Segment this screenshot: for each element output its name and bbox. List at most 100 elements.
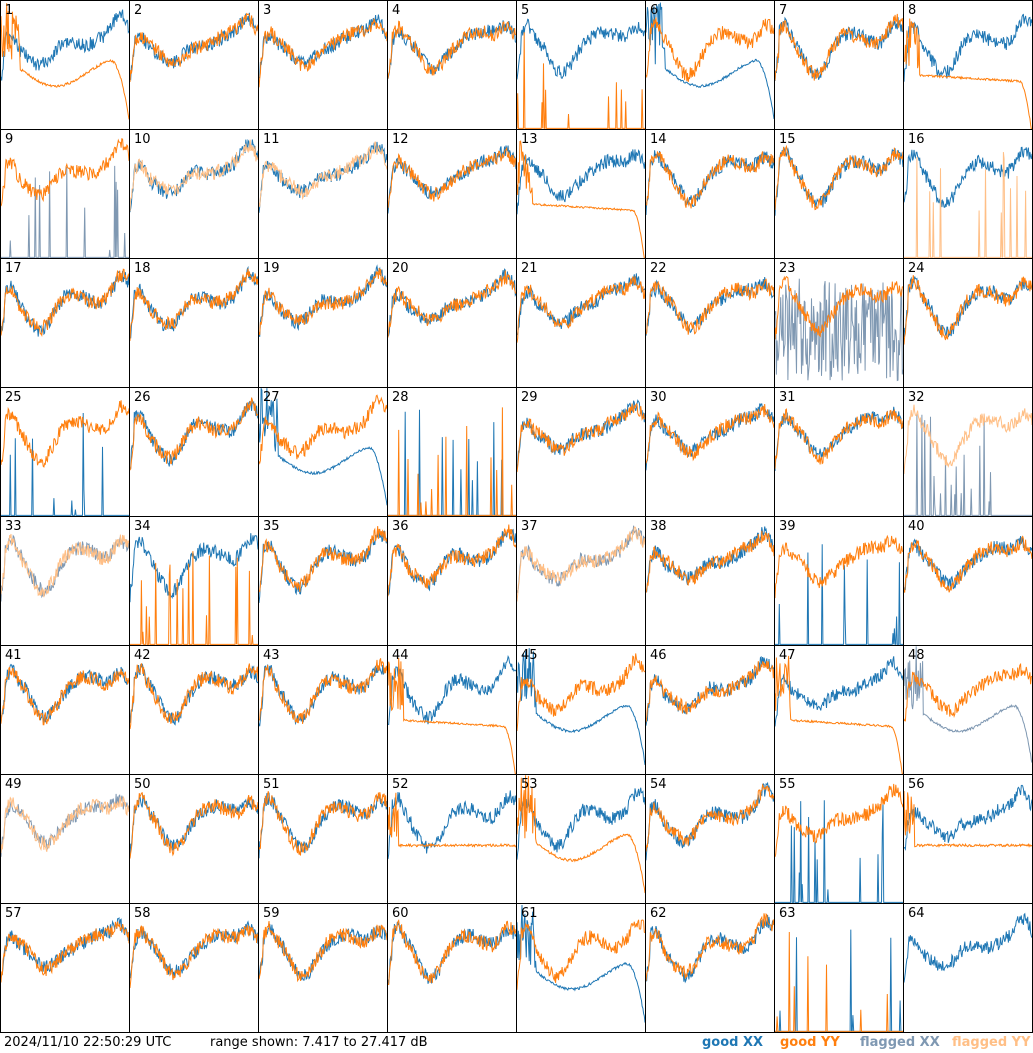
panel-label: 30 xyxy=(650,390,667,405)
panel-label: 23 xyxy=(779,261,796,276)
panel-33-xx-line xyxy=(0,534,130,602)
panel-46-yy-line xyxy=(645,660,775,723)
panel-label: 6 xyxy=(650,3,658,18)
panel-12-yy-line xyxy=(387,146,517,209)
panel-45-xx-line xyxy=(516,648,646,765)
panel-label: 55 xyxy=(779,777,796,792)
panel-31-xx-line xyxy=(774,406,904,472)
panel-60-xx-line xyxy=(387,921,517,985)
panel-14-yy-line xyxy=(645,150,775,209)
panel-label: 27 xyxy=(263,390,280,405)
panel-51-xx-line xyxy=(258,792,388,859)
panel-label: 62 xyxy=(650,906,667,921)
panel-54-yy-line xyxy=(645,783,775,852)
panel-38-yy-line xyxy=(645,530,775,593)
panel-6-yy-line xyxy=(645,17,775,82)
panel-46-xx-line xyxy=(645,655,775,726)
panel-3-yy-line xyxy=(258,18,388,88)
panel-29-xx-line xyxy=(516,399,646,470)
panel-49-yy-line xyxy=(0,796,130,854)
panel-57-xx-line xyxy=(0,916,130,978)
panel-label: 29 xyxy=(521,390,538,405)
panel-24-yy-line xyxy=(903,275,1033,345)
panel-15-yy-line xyxy=(774,144,904,211)
panel-label: 17 xyxy=(5,261,22,276)
panel-64-xx-line xyxy=(903,912,1033,983)
panel-42-yy-line xyxy=(129,663,259,730)
panel-39-yy-line xyxy=(774,534,904,599)
panel-55-yy-line xyxy=(774,783,904,858)
panel-10-xx-line xyxy=(129,138,259,213)
panel-label: 3 xyxy=(263,3,271,18)
panel-41-xx-line xyxy=(0,663,130,724)
panel-label: 41 xyxy=(5,648,22,663)
panel-label: 20 xyxy=(392,261,409,276)
legend-good-xx: good XX xyxy=(702,1035,764,1050)
footer: 2024/11/10 22:50:29 UTC range shown: 7.4… xyxy=(0,1033,1033,1053)
panel-50-yy-line xyxy=(129,792,259,859)
panel-label: 16 xyxy=(908,132,925,147)
legend-good-yy: good YY xyxy=(780,1035,840,1050)
panel-label: 4 xyxy=(392,3,400,18)
panel-57-yy-line xyxy=(0,921,130,983)
panel-53-xx-line xyxy=(516,787,646,860)
panel-24-xx-line xyxy=(903,276,1033,338)
panel-label: 2 xyxy=(134,3,142,18)
panel-label: 22 xyxy=(650,261,667,276)
panel-label: 9 xyxy=(5,132,13,147)
panel-49-xx-line xyxy=(0,793,130,857)
panel-label: 49 xyxy=(5,777,22,792)
panel-29-yy-line xyxy=(516,402,646,473)
panel-label: 28 xyxy=(392,390,409,405)
panel-44-xx-line xyxy=(387,654,517,726)
panel-43-xx-line xyxy=(258,664,387,727)
panel-23-yy-line xyxy=(774,275,904,340)
panel-28-yy-line xyxy=(388,407,516,516)
panel-31-yy-line xyxy=(774,408,904,469)
panel-50-xx-line xyxy=(129,793,259,858)
panel-label: 5 xyxy=(521,3,529,18)
panel-5-yy-line xyxy=(516,32,645,129)
range-text: range shown: 7.417 to 27.417 dB xyxy=(210,1035,428,1050)
legend-flagged-yy: flagged YY xyxy=(952,1035,1031,1050)
panel-17-yy-line xyxy=(0,268,130,337)
panel-26-yy-line xyxy=(129,397,259,471)
panel-42-xx-line xyxy=(129,663,259,726)
panel-58-yy-line xyxy=(129,925,259,988)
panel-44-yy-line xyxy=(387,657,516,775)
panel-32-yy-line xyxy=(903,404,1033,475)
panel-20-yy-line xyxy=(387,270,517,338)
panel-label: 60 xyxy=(392,906,409,921)
panel-label: 44 xyxy=(392,648,409,663)
panel-label: 7 xyxy=(779,3,787,18)
panel-3-xx-line xyxy=(258,14,388,79)
panel-label: 50 xyxy=(134,777,151,792)
panel-61-xx-line xyxy=(516,904,646,1023)
panel-label: 56 xyxy=(908,777,925,792)
panel-9-yy-line xyxy=(0,138,130,207)
panel-label: 34 xyxy=(134,519,151,534)
panel-label: 46 xyxy=(650,648,667,663)
panel-13-yy-line xyxy=(516,140,645,259)
panel-label: 21 xyxy=(521,261,538,276)
panel-8-xx-line xyxy=(903,13,1033,82)
panel-39-xx-line xyxy=(775,544,903,645)
panel-8-yy-line xyxy=(903,18,1032,130)
panel-18-yy-line xyxy=(129,268,259,341)
panel-label: 59 xyxy=(263,906,280,921)
panel-label: 11 xyxy=(263,132,280,147)
panel-label: 52 xyxy=(392,777,409,792)
panel-10-yy-line xyxy=(129,139,259,212)
panel-36-yy-line xyxy=(387,524,517,597)
panel-30-yy-line xyxy=(645,403,775,464)
panel-33-yy-line xyxy=(0,533,130,598)
panel-52-yy-line xyxy=(387,792,517,849)
panel-4-yy-line xyxy=(387,20,517,79)
panel-45-yy-line xyxy=(516,653,646,732)
panel-label: 42 xyxy=(134,648,151,663)
panel-label: 15 xyxy=(779,132,796,147)
panel-label: 14 xyxy=(650,132,667,147)
panel-label: 33 xyxy=(5,519,22,534)
panel-1-yy-line xyxy=(0,3,130,120)
